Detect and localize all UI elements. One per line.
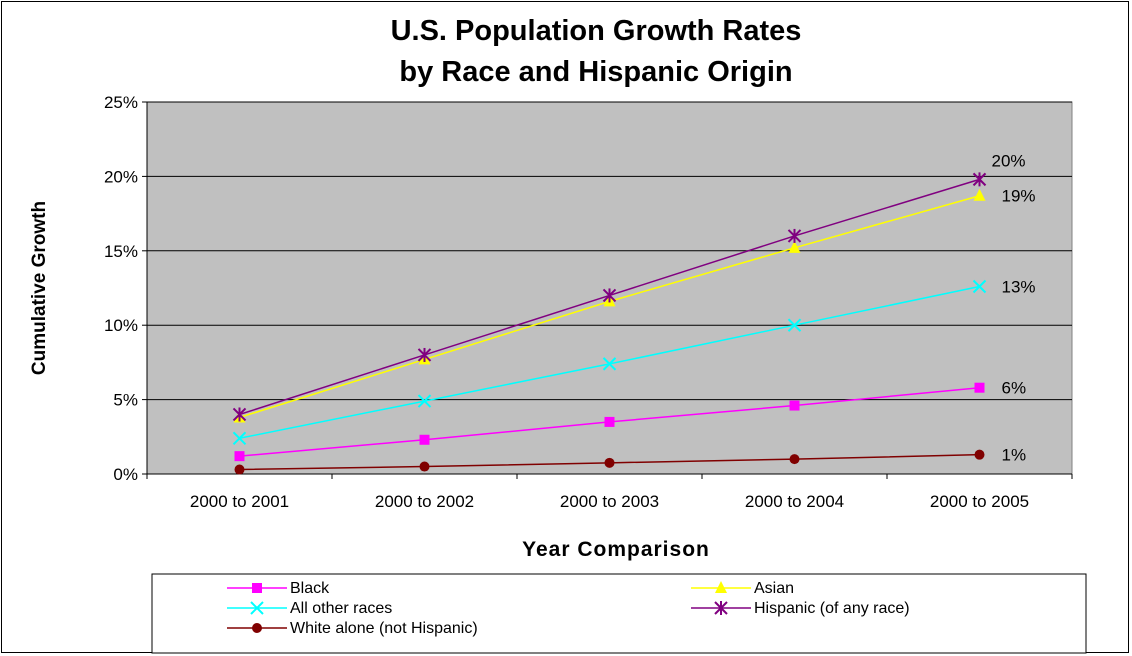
legend-label: White alone (not Hispanic)	[290, 620, 478, 637]
end-label-hispanic-of-any-race: 20%	[992, 151, 1026, 170]
end-labels: 6% 19% 13% 20% 1%	[992, 151, 1036, 464]
x-tick-label: 2000 to 2004	[745, 492, 844, 511]
legend-entry-asian: Asian	[691, 580, 794, 597]
legend-swatch-marker	[715, 581, 727, 593]
data-point-white-alone-not-hispanic	[234, 464, 245, 475]
data-point-white-alone-not-hispanic	[974, 449, 985, 460]
end-label-all-other-races: 13%	[1002, 278, 1036, 297]
legend-label: Black	[290, 580, 330, 597]
data-point-black	[604, 416, 615, 427]
legend-swatch-marker	[252, 623, 262, 633]
legend-swatch-marker	[250, 601, 264, 615]
data-point-hispanic-of-any-race	[787, 228, 802, 243]
legend-box	[151, 573, 1087, 654]
data-point-white-alone-not-hispanic	[789, 454, 800, 465]
x-axis-title: Year Comparison	[522, 538, 710, 561]
data-point-hispanic-of-any-race	[602, 288, 617, 303]
data-point-all-other-races	[787, 318, 802, 332]
legend-swatch-marker	[252, 583, 262, 593]
chart-title-line-2: by Race and Hispanic Origin	[399, 56, 792, 88]
plot-area	[146, 101, 1073, 475]
data-point-asian	[788, 240, 801, 253]
chart-title-line-1: U.S. Population Growth Rates	[391, 15, 802, 47]
x-tick-label: 2000 to 2003	[560, 492, 659, 511]
x-tick-label: 2000 to 2005	[930, 492, 1029, 511]
data-point-all-other-races	[417, 394, 432, 408]
legend-entry-white-alone-not-hispanic: White alone (not Hispanic)	[227, 620, 478, 637]
legend-entry-black: Black	[227, 580, 330, 597]
data-point-black	[789, 400, 800, 411]
legend-swatch-marker	[714, 601, 728, 615]
x-tick-label: 2000 to 2001	[190, 492, 289, 511]
end-label-black: 6%	[1002, 379, 1027, 398]
legend-entry-hispanic-of-any-race: Hispanic (of any race)	[691, 600, 910, 617]
y-axis-ticks: 0% 5% 10% 15% 20% 25%	[104, 93, 1072, 484]
data-point-all-other-races	[232, 431, 247, 445]
data-point-hispanic-of-any-race	[232, 407, 247, 422]
y-tick-label: 0%	[113, 465, 138, 484]
y-tick-label: 20%	[104, 167, 138, 186]
series-group	[232, 172, 987, 475]
end-label-white-alone-not-hispanic: 1%	[1002, 446, 1027, 465]
y-tick-label: 5%	[113, 391, 138, 410]
legend: Black Asian All other races Hispanic (of an…	[227, 580, 910, 637]
data-point-hispanic-of-any-race	[972, 172, 987, 187]
x-axis-ticks: 2000 to 2001 2000 to 2002 2000 to 2003 2000…	[146, 474, 1073, 511]
y-axis-title: Cumulative Growth	[29, 201, 50, 375]
data-point-asian	[973, 188, 986, 201]
y-tick-label: 10%	[104, 316, 138, 335]
data-point-black	[234, 451, 245, 462]
data-point-all-other-races	[972, 279, 987, 294]
x-tick-label: 2000 to 2002	[375, 492, 474, 511]
data-point-white-alone-not-hispanic	[604, 457, 615, 468]
data-point-black	[974, 382, 985, 393]
legend-entry-all-other-races: All other races	[227, 600, 392, 617]
data-point-all-other-races	[602, 357, 617, 371]
y-tick-label: 25%	[104, 93, 138, 112]
y-tick-label: 15%	[104, 242, 138, 261]
data-point-white-alone-not-hispanic	[419, 461, 430, 472]
gridlines	[147, 101, 1072, 401]
legend-label: Asian	[754, 580, 794, 597]
legend-label: Hispanic (of any race)	[754, 600, 910, 617]
end-label-asian: 19%	[1002, 187, 1036, 206]
data-point-black	[419, 434, 430, 445]
legend-label: All other races	[290, 600, 392, 617]
data-point-hispanic-of-any-race	[417, 347, 432, 362]
